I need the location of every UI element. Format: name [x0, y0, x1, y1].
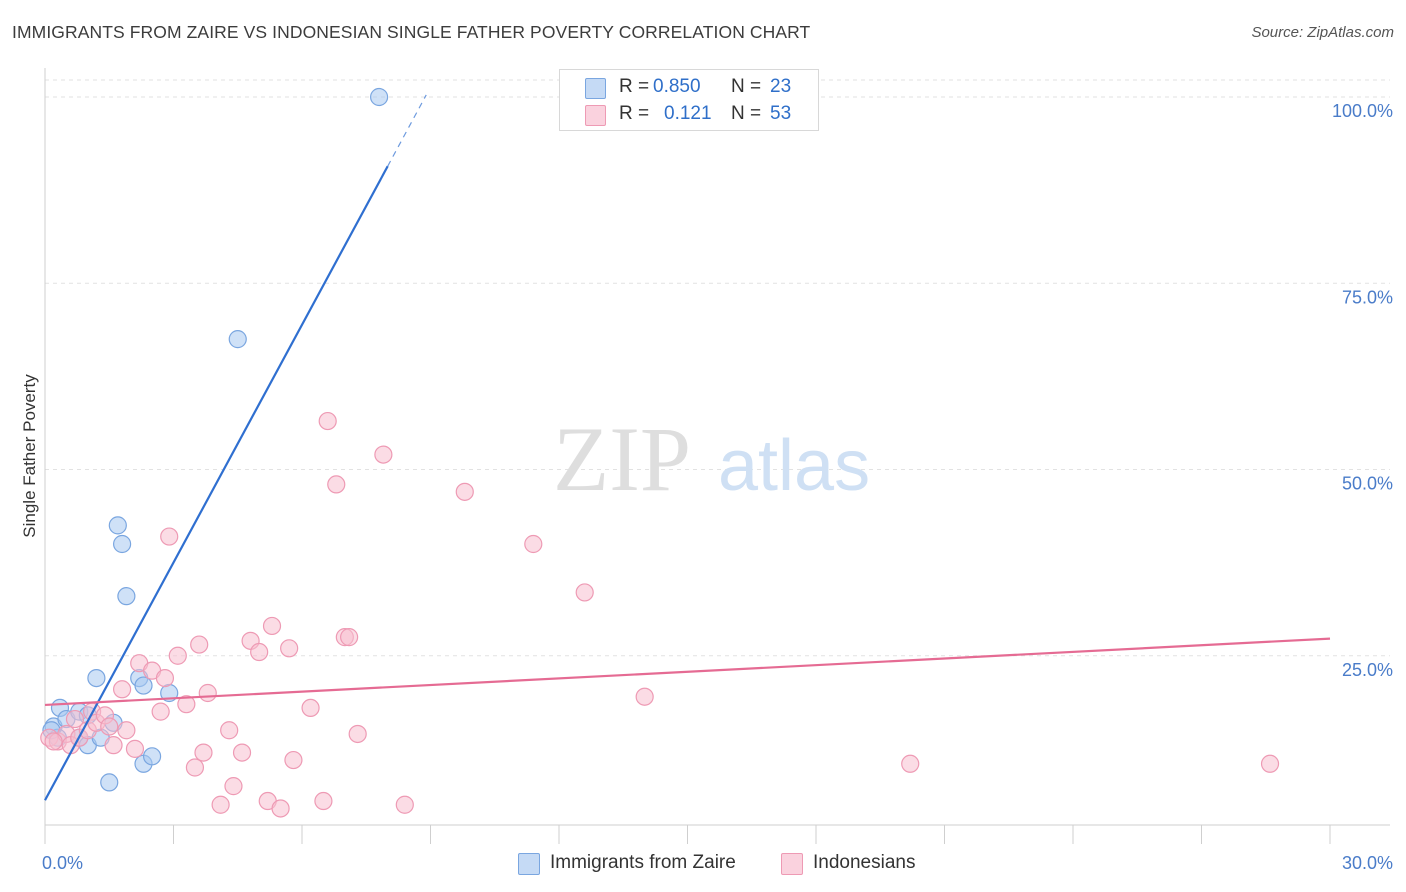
legend-r-label: R = [619, 103, 650, 124]
watermark-zip: ZIP [553, 408, 691, 510]
trend-line-zaire [44, 165, 389, 801]
y-axis-label: Single Father Poverty [20, 374, 39, 538]
point-indonesians [250, 642, 269, 662]
point-zaire [228, 330, 247, 349]
point-indonesians [220, 721, 239, 740]
point-indonesians [117, 721, 136, 740]
legend-r-value: 0.121 [664, 103, 712, 124]
source-label: Source: ZipAtlas.com [1251, 24, 1394, 41]
y-tick-label: 25.0% [1342, 660, 1393, 680]
point-indonesians [112, 680, 132, 699]
point-indonesians [65, 709, 85, 729]
point-indonesians [44, 732, 63, 751]
point-zaire [108, 516, 127, 535]
point-indonesians [524, 534, 543, 554]
point-indonesians [151, 702, 170, 721]
point-indonesians [125, 739, 145, 758]
point-zaire [142, 747, 162, 766]
chart-title: IMMIGRANTS FROM ZAIRE VS INDONESIAN SING… [12, 22, 811, 42]
point-indonesians [271, 799, 290, 818]
legend-n-label: N = [731, 76, 762, 97]
trend-line-indonesians [44, 637, 1331, 707]
point-indonesians [348, 724, 367, 744]
point-zaire [100, 773, 119, 792]
point-indonesians [160, 527, 179, 546]
watermark-atlas: atlas [718, 426, 870, 506]
bottom-legend-swatch-zaire [518, 853, 540, 875]
axes [44, 68, 1390, 844]
trend-lines [44, 94, 1331, 801]
point-indonesians [901, 754, 920, 773]
point-indonesians [224, 777, 243, 796]
point-indonesians [314, 791, 333, 811]
point-indonesians [185, 758, 205, 777]
legend-swatch-indonesians [585, 105, 606, 126]
point-indonesians [318, 411, 337, 431]
data-points [40, 87, 1280, 818]
point-zaire [134, 676, 153, 695]
point-indonesians [190, 635, 209, 654]
bottom-legend-label-indonesians: Indonesians [813, 852, 916, 873]
y-tick-label: 75.0% [1342, 287, 1393, 307]
point-indonesians [635, 687, 654, 706]
point-zaire [112, 534, 132, 554]
watermark: ZIP atlas [553, 408, 870, 510]
point-indonesians [1260, 754, 1280, 773]
legend-r-label: R = [619, 76, 650, 97]
legend-swatch-zaire [585, 78, 606, 99]
point-indonesians [168, 646, 187, 665]
bottom-legend-label-zaire: Immigrants from Zaire [550, 852, 736, 873]
point-indonesians [194, 743, 213, 762]
point-indonesians [177, 695, 196, 714]
point-indonesians [262, 616, 282, 636]
point-zaire [87, 668, 106, 688]
x-tick-label: 30.0% [1342, 853, 1393, 873]
point-indonesians [374, 445, 393, 464]
correlation-legend: R = 0.850 N = 23 R = 0.121 N = 53 [559, 69, 819, 131]
point-indonesians [104, 736, 123, 755]
legend-r-value: 0.850 [653, 76, 701, 97]
point-indonesians [284, 750, 303, 770]
y-tick-labels: 25.0% 50.0% 75.0% 100.0% [1332, 101, 1393, 680]
point-indonesians [340, 628, 359, 647]
point-indonesians [232, 743, 252, 762]
point-indonesians [211, 795, 230, 814]
point-indonesians [155, 668, 175, 688]
point-indonesians [198, 683, 217, 703]
bottom-legend-swatch-indonesians [781, 853, 803, 875]
legend-n-value: 53 [770, 103, 792, 124]
legend-n-value: 23 [770, 76, 792, 97]
point-indonesians [455, 482, 474, 501]
point-indonesians [327, 475, 346, 494]
point-indonesians [100, 717, 119, 736]
point-indonesians [301, 698, 320, 718]
point-zaire [370, 87, 389, 107]
y-tick-label: 50.0% [1342, 474, 1393, 494]
x-tick-labels: 0.0% 30.0% [42, 853, 1393, 873]
y-tick-label: 100.0% [1332, 101, 1393, 121]
point-indonesians [280, 639, 299, 658]
point-zaire [117, 587, 136, 606]
trend-line-zaire-extension [387, 94, 427, 167]
legend-n-label: N = [731, 103, 762, 124]
point-indonesians [395, 795, 414, 814]
point-indonesians [575, 583, 594, 602]
grid-lines [45, 79, 1390, 657]
x-tick-label: 0.0% [42, 853, 83, 873]
